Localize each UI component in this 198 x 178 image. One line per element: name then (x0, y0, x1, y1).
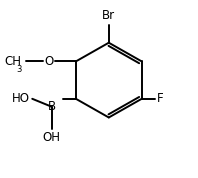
Text: OH: OH (43, 131, 61, 144)
Text: CH: CH (5, 55, 22, 68)
Text: F: F (157, 92, 164, 105)
Text: 3: 3 (16, 65, 22, 74)
Text: O: O (45, 55, 54, 68)
Text: HO: HO (11, 92, 30, 105)
Text: Br: Br (102, 9, 115, 22)
Text: B: B (48, 100, 56, 113)
